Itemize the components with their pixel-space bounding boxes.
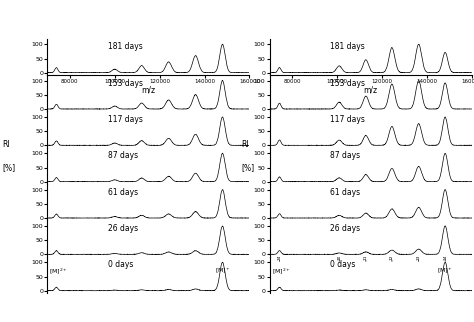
- Text: 74385: 74385: [277, 246, 282, 260]
- Text: 124488: 124488: [390, 243, 394, 260]
- Text: RT, open: RT, open: [270, 247, 313, 256]
- Text: 153 days: 153 days: [108, 79, 143, 88]
- Text: 153 days: 153 days: [330, 79, 365, 88]
- Text: RI: RI: [242, 140, 249, 149]
- X-axis label: m/z: m/z: [141, 86, 155, 95]
- Text: 0 days: 0 days: [330, 260, 356, 270]
- Text: 136402: 136402: [417, 243, 420, 260]
- X-axis label: m/z: m/z: [364, 86, 378, 95]
- Text: RI: RI: [2, 140, 10, 149]
- Text: 117 days: 117 days: [108, 115, 143, 124]
- Text: -80°C, sealed pouch: -80°C, sealed pouch: [47, 247, 148, 256]
- Text: [%]: [%]: [242, 163, 255, 172]
- Text: 148194: 148194: [443, 243, 447, 260]
- Text: 112884: 112884: [364, 243, 368, 260]
- Text: 0 days: 0 days: [108, 260, 133, 270]
- Text: 61 days: 61 days: [108, 188, 138, 197]
- Text: [M]$^{2+}$: [M]$^{2+}$: [49, 266, 69, 276]
- Text: 100995: 100995: [337, 243, 341, 260]
- Text: [M]$^{2+}$: [M]$^{2+}$: [272, 266, 291, 276]
- Text: 181 days: 181 days: [108, 43, 143, 51]
- Text: 181 days: 181 days: [330, 43, 365, 51]
- Text: 87 days: 87 days: [108, 151, 138, 160]
- Text: 61 days: 61 days: [330, 188, 360, 197]
- Text: 87 days: 87 days: [330, 151, 360, 160]
- Text: [%]: [%]: [2, 163, 16, 172]
- Text: 26 days: 26 days: [330, 224, 360, 233]
- Text: 117 days: 117 days: [330, 115, 365, 124]
- Text: [M]$^{+}$: [M]$^{+}$: [215, 266, 230, 276]
- Text: 26 days: 26 days: [108, 224, 138, 233]
- Text: [M]$^{+}$: [M]$^{+}$: [438, 266, 453, 276]
